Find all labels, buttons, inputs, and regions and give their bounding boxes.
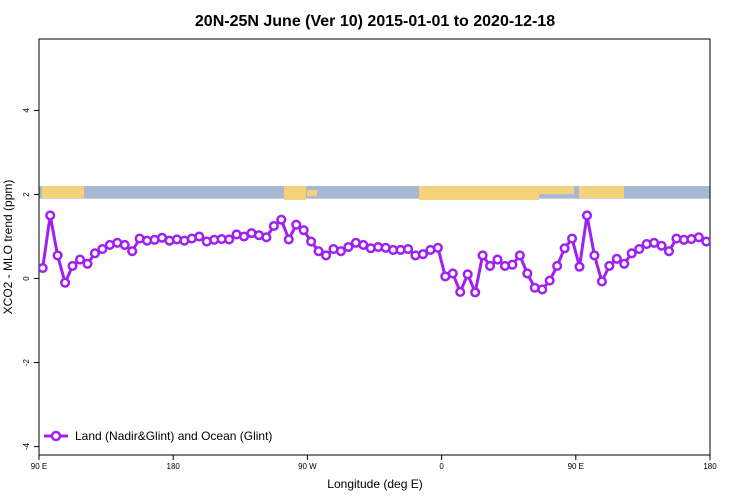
y-tick-label: 4 [22, 108, 31, 113]
data-point [462, 269, 473, 280]
data-point [596, 276, 607, 287]
data-point [514, 250, 525, 261]
x-tick-label: 0 [439, 462, 444, 471]
y-tick-label: -4 [22, 442, 31, 450]
data-point [447, 268, 458, 279]
data-point [485, 260, 496, 271]
data-point [67, 260, 78, 271]
data-point [97, 244, 108, 255]
legend: Land (Nadir&Glint) and Ocean (Glint) [44, 429, 272, 443]
data-point [567, 233, 578, 244]
data-point [403, 244, 414, 255]
data-point [60, 277, 71, 288]
legend-marker [50, 430, 62, 442]
x-tick-label: 180 [703, 462, 717, 471]
data-point [335, 246, 347, 257]
data-point [581, 210, 593, 221]
data-point [268, 220, 279, 232]
data-point [313, 246, 324, 257]
data-point [477, 250, 488, 261]
land-shape [307, 190, 317, 197]
data-point [522, 268, 533, 279]
data-point [701, 236, 710, 247]
data-point [306, 236, 317, 247]
data-point [298, 225, 309, 236]
data-point [119, 239, 130, 250]
y-axis: -4 -2 0 2 4 [22, 108, 39, 450]
land-shape [42, 186, 84, 199]
data-point [261, 232, 272, 243]
data-point [291, 219, 302, 230]
data-point [283, 234, 294, 245]
data-point [89, 248, 100, 259]
series-layer [39, 210, 710, 298]
data-point [656, 240, 667, 251]
data-point [194, 231, 205, 242]
world-map-band [39, 186, 710, 201]
plot-frame [38, 38, 711, 456]
land-shape [419, 186, 539, 201]
x-axis: 90 E 180 90 W 0 90 E 180 [31, 455, 717, 471]
data-point [432, 242, 443, 253]
x-tick-label: 90 E [568, 462, 584, 471]
data-point [470, 287, 481, 298]
legend-label: Land (Nadir&Glint) and Ocean (Glint) [75, 429, 272, 443]
data-point [276, 214, 287, 225]
data-point [45, 210, 56, 221]
data-point [417, 249, 429, 260]
y-tick-label: 2 [22, 192, 31, 197]
data-point [224, 234, 235, 245]
data-point [559, 243, 570, 254]
y-axis-label: XCO2 - MLO trend (ppm) [1, 180, 15, 315]
data-point [52, 250, 63, 261]
land-shape [284, 186, 306, 201]
data-point [619, 258, 630, 269]
data-point [552, 260, 563, 271]
data-point [507, 259, 518, 270]
data-point [544, 275, 555, 286]
data-point [74, 254, 86, 265]
data-point [82, 258, 93, 269]
x-tick-label: 90 W [298, 462, 317, 471]
land-shape [579, 186, 624, 199]
x-tick-label: 180 [167, 462, 181, 471]
data-point [320, 250, 332, 261]
data-point [589, 250, 600, 261]
x-tick-label: 90 E [31, 462, 47, 471]
data-point [537, 284, 548, 295]
data-point [455, 286, 466, 298]
data-point [634, 244, 645, 255]
data-point [604, 260, 615, 271]
data-point [693, 232, 704, 243]
chart-title: 20N-25N June (Ver 10) 2015-01-01 to 2020… [195, 13, 555, 30]
data-point [611, 253, 622, 264]
x-axis-label: Longitude (deg E) [327, 477, 422, 491]
data-point [574, 261, 585, 272]
data-point [663, 246, 675, 257]
data-point [39, 262, 48, 274]
data-point [492, 254, 503, 265]
land-shape [539, 186, 574, 195]
data-point [127, 246, 138, 257]
data-point [626, 248, 637, 259]
data-point [343, 241, 354, 253]
y-tick-label: -2 [22, 358, 31, 366]
y-tick-label: 0 [22, 276, 31, 281]
